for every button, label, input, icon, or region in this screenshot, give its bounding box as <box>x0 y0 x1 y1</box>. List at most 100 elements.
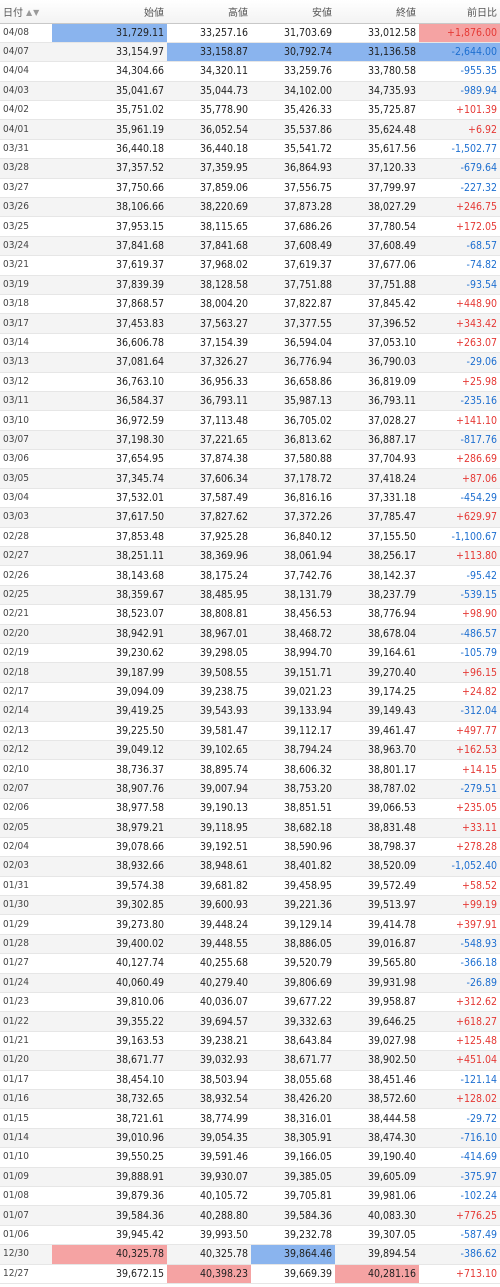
high-cell: 38,774.99 <box>167 1108 251 1129</box>
open-cell: 37,654.95 <box>52 449 167 470</box>
close-cell: 38,798.37 <box>335 837 419 858</box>
table-row: 03/12 36,763.10 36,956.33 36,658.86 36,819.0… <box>0 372 500 392</box>
table-row: 02/07 38,907.76 39,007.94 38,753.20 38,787.0… <box>0 779 500 800</box>
open-cell: 34,304.66 <box>52 61 167 82</box>
close-cell: 39,461.47 <box>335 721 419 741</box>
change-cell: +98.90 <box>419 604 500 625</box>
date-cell: 02/27 <box>0 546 52 567</box>
change-cell: -74.82 <box>419 255 500 276</box>
date-cell: 04/08 <box>0 23 52 43</box>
close-cell: 38,787.02 <box>335 779 419 800</box>
open-cell: 38,671.77 <box>52 1050 167 1071</box>
open-cell: 39,945.42 <box>52 1225 167 1246</box>
table-header: 日付 ▲▼ 始値 高値 安値 終値 前日比 <box>0 0 500 24</box>
low-cell: 38,682.18 <box>251 818 335 838</box>
open-cell: 40,060.49 <box>52 973 167 994</box>
open-cell: 36,584.37 <box>52 391 167 412</box>
change-cell: +99.19 <box>419 895 500 916</box>
high-cell: 34,320.11 <box>167 61 251 82</box>
table-row: 02/06 38,977.58 39,190.13 38,851.51 39,066.5… <box>0 798 500 819</box>
change-cell: +25.98 <box>419 372 500 392</box>
change-cell: -29.72 <box>419 1108 500 1129</box>
open-cell: 37,750.66 <box>52 178 167 199</box>
open-cell: 40,325.78 <box>52 1244 167 1265</box>
high-cell: 33,158.87 <box>167 42 251 63</box>
low-cell: 36,705.02 <box>251 410 335 431</box>
close-cell: 34,735.93 <box>335 81 419 102</box>
open-cell: 39,094.09 <box>52 682 167 703</box>
change-cell: +497.77 <box>419 721 500 741</box>
high-cell: 39,930.07 <box>167 1167 251 1187</box>
high-cell: 36,052.54 <box>167 119 251 140</box>
date-cell: 01/16 <box>0 1089 52 1110</box>
low-cell: 38,061.94 <box>251 546 335 567</box>
open-cell: 37,839.39 <box>52 275 167 295</box>
low-cell: 39,806.69 <box>251 973 335 994</box>
low-cell: 38,606.32 <box>251 759 335 780</box>
close-cell: 36,819.09 <box>335 372 419 392</box>
change-cell: -989.94 <box>419 81 500 102</box>
open-cell: 39,810.06 <box>52 992 167 1013</box>
low-cell: 35,541.72 <box>251 139 335 160</box>
date-column-header[interactable]: 日付 ▲▼ <box>0 0 52 24</box>
change-cell: +33.11 <box>419 818 500 838</box>
close-cell: 37,608.49 <box>335 236 419 257</box>
low-cell: 37,556.75 <box>251 178 335 199</box>
open-cell: 39,879.36 <box>52 1186 167 1207</box>
change-cell: -375.97 <box>419 1167 500 1187</box>
change-cell: -955.35 <box>419 61 500 82</box>
low-cell: 37,619.37 <box>251 255 335 276</box>
date-cell: 03/21 <box>0 255 52 276</box>
open-column-header[interactable]: 始値 <box>52 0 167 24</box>
change-column-header[interactable]: 前日比 <box>419 0 500 24</box>
table-row: 03/13 37,081.64 37,326.27 36,776.94 36,790.0… <box>0 352 500 373</box>
open-cell: 39,049.12 <box>52 740 167 761</box>
high-cell: 38,932.54 <box>167 1089 251 1110</box>
table-row: 03/11 36,584.37 36,793.11 35,987.13 36,793.1… <box>0 391 500 412</box>
close-cell: 37,704.93 <box>335 449 419 470</box>
date-cell: 04/02 <box>0 100 52 121</box>
date-cell: 03/27 <box>0 178 52 199</box>
date-cell: 04/07 <box>0 42 52 63</box>
close-cell: 39,414.78 <box>335 914 419 935</box>
date-cell: 02/05 <box>0 818 52 838</box>
close-cell: 38,237.79 <box>335 585 419 606</box>
sort-icon[interactable]: ▲▼ <box>26 8 41 18</box>
open-cell: 38,523.07 <box>52 604 167 625</box>
close-cell: 38,902.50 <box>335 1050 419 1071</box>
open-cell: 37,198.30 <box>52 430 167 451</box>
date-cell: 02/26 <box>0 565 52 586</box>
high-cell: 39,448.24 <box>167 914 251 935</box>
low-cell: 37,742.76 <box>251 565 335 586</box>
close-cell: 38,572.60 <box>335 1089 419 1110</box>
change-cell: -312.04 <box>419 701 500 722</box>
close-cell: 37,053.10 <box>335 333 419 354</box>
high-column-header[interactable]: 高値 <box>167 0 251 24</box>
date-cell: 01/28 <box>0 934 52 955</box>
change-cell: +162.53 <box>419 740 500 761</box>
date-cell: 01/29 <box>0 914 52 935</box>
date-cell: 02/25 <box>0 585 52 606</box>
open-cell: 38,359.67 <box>52 585 167 606</box>
low-cell: 36,813.62 <box>251 430 335 451</box>
high-cell: 39,192.51 <box>167 837 251 858</box>
high-cell: 37,827.62 <box>167 507 251 528</box>
close-cell: 31,136.58 <box>335 42 419 63</box>
table-row: 12/27 39,672.15 40,398.23 39,669.39 40,281.1… <box>0 1264 500 1284</box>
table-row: 03/27 37,750.66 37,859.06 37,556.75 37,799.9… <box>0 178 500 199</box>
high-cell: 37,563.27 <box>167 313 251 334</box>
close-column-header[interactable]: 終値 <box>335 0 419 24</box>
high-cell: 38,115.65 <box>167 216 251 237</box>
change-cell: -1,100.67 <box>419 527 500 548</box>
low-cell: 37,686.26 <box>251 216 335 237</box>
open-cell: 37,617.50 <box>52 507 167 528</box>
table-row: 04/03 35,041.67 35,044.73 34,102.00 34,735.9… <box>0 81 500 102</box>
close-cell: 39,981.06 <box>335 1186 419 1207</box>
table-row: 02/19 39,230.62 39,298.05 38,994.70 39,164.6… <box>0 643 500 664</box>
low-column-header[interactable]: 安値 <box>251 0 335 24</box>
high-cell: 40,288.80 <box>167 1205 251 1226</box>
table-row: 02/25 38,359.67 38,485.95 38,131.79 38,237.7… <box>0 585 500 606</box>
open-cell: 36,972.59 <box>52 410 167 431</box>
open-cell: 36,606.78 <box>52 333 167 354</box>
high-cell: 36,440.18 <box>167 139 251 160</box>
